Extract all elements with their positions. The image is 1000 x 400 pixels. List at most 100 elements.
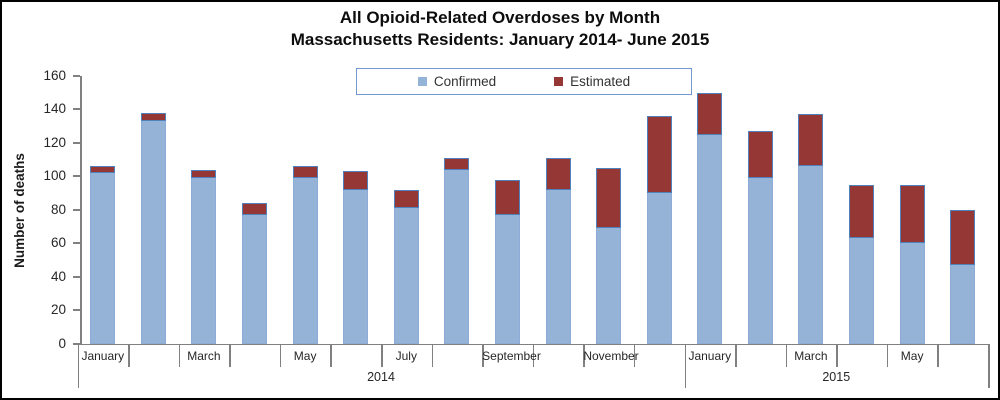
x-tick-separator [229,343,231,367]
bar-segment-estimated [697,92,723,135]
bar-june-2015 [950,209,976,344]
bar-segment-estimated [444,157,470,170]
bar-segment-estimated [596,167,622,229]
bar-segment-confirmed [900,243,924,343]
bar-segment-confirmed [91,172,115,343]
bar-segment-estimated [343,171,369,190]
bar-segment-confirmed [394,208,418,343]
bar-segment-estimated [393,189,419,209]
y-tick-mark-120 [73,141,80,144]
x-group-separator [77,343,79,388]
bar-segment-estimated [191,169,217,178]
x-tick-label-september-8: September [482,348,541,363]
x-tick-separator [785,343,788,367]
bar-segment-estimated [899,184,925,244]
x-tick-separator [330,343,332,367]
x-tick-label-july-6: July [395,348,417,363]
chart-title: All Opioid-Related Overdoses by Month Ma… [2,7,998,51]
legend-item-estimated: Estimated [554,74,630,89]
bar-january-2015 [697,92,723,344]
bar-august-2014 [444,157,470,344]
bar-july-2014 [393,189,419,344]
bar-segment-estimated [646,116,672,194]
x-tick-separator [381,343,383,367]
x-tick-label-may-4: May [293,348,317,363]
y-tick-label-20: 20 [50,302,66,318]
y-tick-mark-80 [73,208,80,211]
year-label-2014: 2014 [367,369,395,384]
y-tick-mark-160 [73,75,80,77]
bar-february-2015 [747,131,773,344]
bar-segment-estimated [798,114,824,167]
x-tick-separator [583,343,585,367]
x-group-separator [684,343,686,388]
y-tick-mark-40 [73,275,80,278]
x-tick-separator [937,343,939,367]
bar-segment-estimated [140,112,166,122]
bar-segment-estimated [545,157,571,190]
bar-april-2014 [242,203,268,344]
y-tick-mark-0 [73,342,80,345]
y-tick-label-140: 140 [43,101,66,117]
y-tick-label-0: 0 [58,335,66,351]
y-tick-label-40: 40 [50,268,66,284]
x-tick-separator [886,343,889,367]
bar-segment-estimated [90,166,116,173]
bar-segment-confirmed [799,166,823,343]
y-tick-label-120: 120 [43,134,66,150]
bar-may-2015 [899,184,925,344]
bar-segment-confirmed [647,193,671,343]
y-tick-label-80: 80 [50,201,66,217]
x-tick-label-march-14: March [794,348,828,363]
bar-june-2014 [343,171,369,344]
bar-segment-confirmed [293,177,317,343]
x-tick-separator [836,343,838,367]
legend-label-confirmed: Confirmed [433,74,497,89]
chart-title-line2: Massachusetts Residents: January 2014- J… [290,29,710,49]
x-tick-separator [128,343,130,367]
legend-item-confirmed: Confirmed [417,74,497,89]
bar-segment-confirmed [546,189,570,343]
y-tick-mark-140 [73,108,80,111]
y-tick-label-60: 60 [50,235,66,251]
x-tick-label-january-12: January [688,348,732,363]
x-tick-separator [178,343,181,367]
x-tick-separator [735,343,737,367]
bar-segment-estimated [242,203,268,215]
y-axis-line [80,76,82,344]
y-tick-mark-100 [73,175,80,178]
bar-segment-estimated [849,184,875,239]
bar-segment-estimated [292,166,318,178]
x-tick-separator [532,343,535,367]
y-tick-label-100: 100 [43,168,66,184]
y-tick-mark-20 [73,309,80,312]
bar-december-2014 [646,116,672,344]
confirmed-swatch-icon [417,77,427,86]
estimated-swatch-icon [554,77,564,86]
bar-segment-estimated [950,209,976,265]
bar-segment-confirmed [495,214,519,343]
legend: Confirmed Estimated [356,68,692,95]
bar-segment-confirmed [850,238,874,343]
bar-segment-estimated [747,131,773,178]
bar-segment-confirmed [445,169,469,343]
bar-march-2015 [798,114,824,344]
bar-segment-confirmed [192,177,216,343]
bar-february-2014 [140,112,166,344]
bar-september-2014 [494,179,520,344]
y-tick-mark-60 [73,242,80,245]
bar-april-2015 [849,184,875,344]
x-tick-label-november-10: November [583,348,639,363]
x-tick-separator [633,343,636,367]
bar-may-2014 [292,166,318,344]
bar-segment-confirmed [243,214,267,343]
bar-segment-confirmed [748,177,772,343]
bar-segment-estimated [494,179,520,215]
x-tick-separator [279,343,282,367]
bar-october-2014 [545,157,571,344]
chart-title-line1: All Opioid-Related Overdoses by Month [339,8,661,27]
x-tick-separator [431,343,434,367]
y-tick-label-160: 160 [43,68,66,83]
